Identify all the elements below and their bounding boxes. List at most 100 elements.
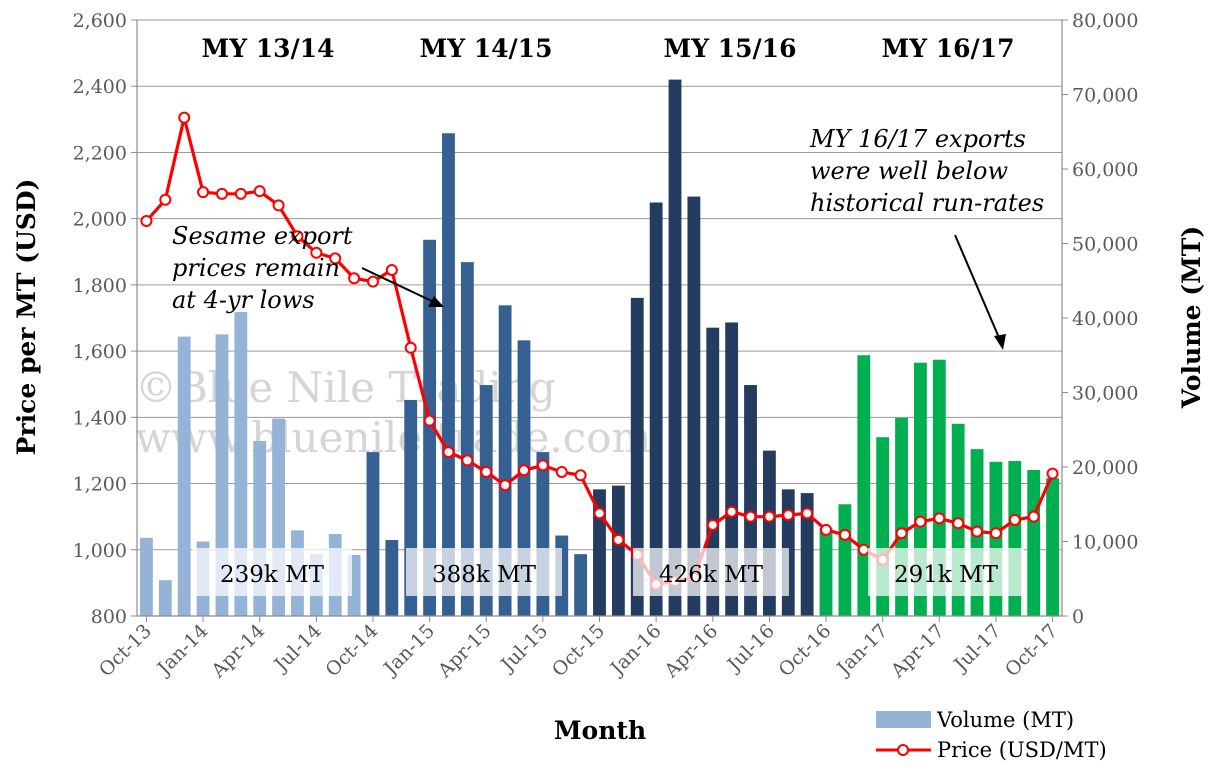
price-point — [348, 272, 361, 285]
price-point — [574, 469, 587, 482]
price-point — [272, 199, 285, 212]
price-point — [1046, 467, 1059, 480]
x-tick-label: Oct-13 — [95, 620, 156, 681]
volume-bar — [687, 196, 701, 616]
volume-bar — [838, 504, 852, 616]
price-point — [366, 275, 379, 288]
total-16-17: 291k MT — [894, 562, 999, 588]
volume-bar — [706, 327, 720, 616]
volume-bar — [630, 297, 644, 616]
export-note-line-2: were well below — [810, 157, 1008, 185]
price-note-line-3: at 4-yr lows — [172, 286, 315, 314]
volume-bar — [668, 79, 682, 617]
price-point — [744, 510, 757, 523]
total-13-14: 239k MT — [220, 562, 325, 588]
left-tick-label: 800 — [91, 606, 127, 628]
volume-bar — [460, 262, 474, 616]
x-tick-label: Jan-15 — [378, 620, 439, 681]
total-box-14-15 — [406, 548, 562, 596]
volume-bar — [442, 133, 455, 617]
price-point — [612, 533, 625, 546]
price-point — [952, 517, 965, 530]
left-axis-ticks: 800 1,000 1,200 1,400 1,600 1,800 2,000 2,200 2,… — [73, 10, 137, 628]
total-box-15-16 — [633, 548, 789, 596]
volume-bar — [574, 554, 588, 616]
volume-bar — [593, 489, 606, 616]
x-tick-label: Jul-15 — [495, 620, 552, 677]
volume-bar — [140, 537, 153, 616]
left-tick-label: 2,200 — [73, 142, 127, 164]
export-note-annotation: MY 16/17 exports were well below histori… — [809, 125, 1044, 350]
export-note-line-1: MY 16/17 exports — [809, 125, 1026, 153]
left-tick-label: 1,800 — [73, 275, 127, 297]
volume-bar — [819, 528, 833, 616]
x-tick-label: Apr-14 — [207, 620, 270, 683]
left-tick-label: 2,000 — [73, 209, 127, 231]
price-point — [215, 187, 228, 200]
price-point — [234, 187, 247, 200]
price-point — [140, 214, 153, 227]
right-tick-label: 80,000 — [1072, 10, 1138, 32]
price-point — [253, 185, 266, 198]
volume-bar — [177, 336, 191, 616]
volume-bar — [366, 452, 380, 616]
marketing-year-labels: MY 13/14 MY 14/15 MY 15/16 MY 16/17 — [202, 34, 1015, 63]
volume-bar — [649, 202, 663, 616]
price-point — [857, 543, 870, 556]
x-tick-label: Apr-16 — [660, 620, 723, 683]
price-point — [517, 464, 530, 477]
price-point — [499, 479, 512, 492]
x-tick-label: Jul-16 — [722, 620, 779, 677]
right-axis-title: Volume (MT) — [1177, 226, 1206, 409]
my-label-15-16: MY 15/16 — [664, 34, 797, 63]
price-point — [442, 446, 455, 459]
price-point — [801, 507, 814, 520]
x-tick-label: Jul-14 — [269, 620, 326, 677]
x-tick-label: Oct-16 — [774, 620, 835, 681]
volume-bar — [517, 340, 531, 616]
price-point — [385, 263, 398, 276]
volume-bar — [385, 540, 399, 616]
export-note-arrow — [954, 234, 1001, 341]
right-tick-label: 30,000 — [1072, 383, 1138, 405]
export-note-line-3: historical run-rates — [810, 189, 1044, 217]
x-tick-label: Jul-17 — [949, 620, 1006, 677]
left-tick-label: 2,600 — [73, 10, 127, 32]
my-label-16-17: MY 16/17 — [882, 34, 1015, 63]
right-tick-label: 60,000 — [1072, 159, 1138, 181]
price-note-arrow — [361, 267, 437, 304]
volume-bar — [158, 580, 172, 616]
total-15-16: 426k MT — [659, 562, 764, 588]
right-tick-label: 50,000 — [1072, 234, 1138, 256]
x-tick-label: Jan-16 — [605, 620, 666, 681]
price-point — [933, 512, 946, 525]
watermark-line-2: www.bluenile trade.com — [135, 413, 651, 462]
price-point — [423, 414, 436, 427]
left-axis-title: Price per MT (USD) — [12, 179, 41, 456]
export-note-arrowhead — [994, 334, 1006, 350]
price-point — [536, 459, 549, 472]
volume-bar — [611, 485, 625, 616]
right-axis-ticks: 0 10,000 20,000 30,000 40,000 50,000 60,000 70,… — [1062, 10, 1138, 628]
total-14-15: 388k MT — [432, 562, 537, 588]
price-point — [159, 193, 172, 206]
volume-bar — [215, 334, 229, 616]
volume-bar — [423, 239, 437, 616]
price-point — [197, 186, 210, 199]
price-point — [725, 505, 738, 518]
left-tick-label: 1,600 — [73, 341, 127, 363]
price-point — [329, 252, 342, 265]
price-point — [838, 528, 851, 541]
price-point — [461, 454, 474, 467]
legend-price-marker — [897, 744, 909, 756]
right-tick-label: 10,000 — [1072, 532, 1138, 554]
total-box-13-14 — [192, 548, 352, 596]
left-tick-label: 1,000 — [73, 540, 127, 562]
volume-bar — [725, 322, 739, 616]
volume-bar — [1027, 469, 1041, 616]
price-point — [1027, 510, 1040, 523]
right-tick-label: 70,000 — [1072, 85, 1138, 107]
